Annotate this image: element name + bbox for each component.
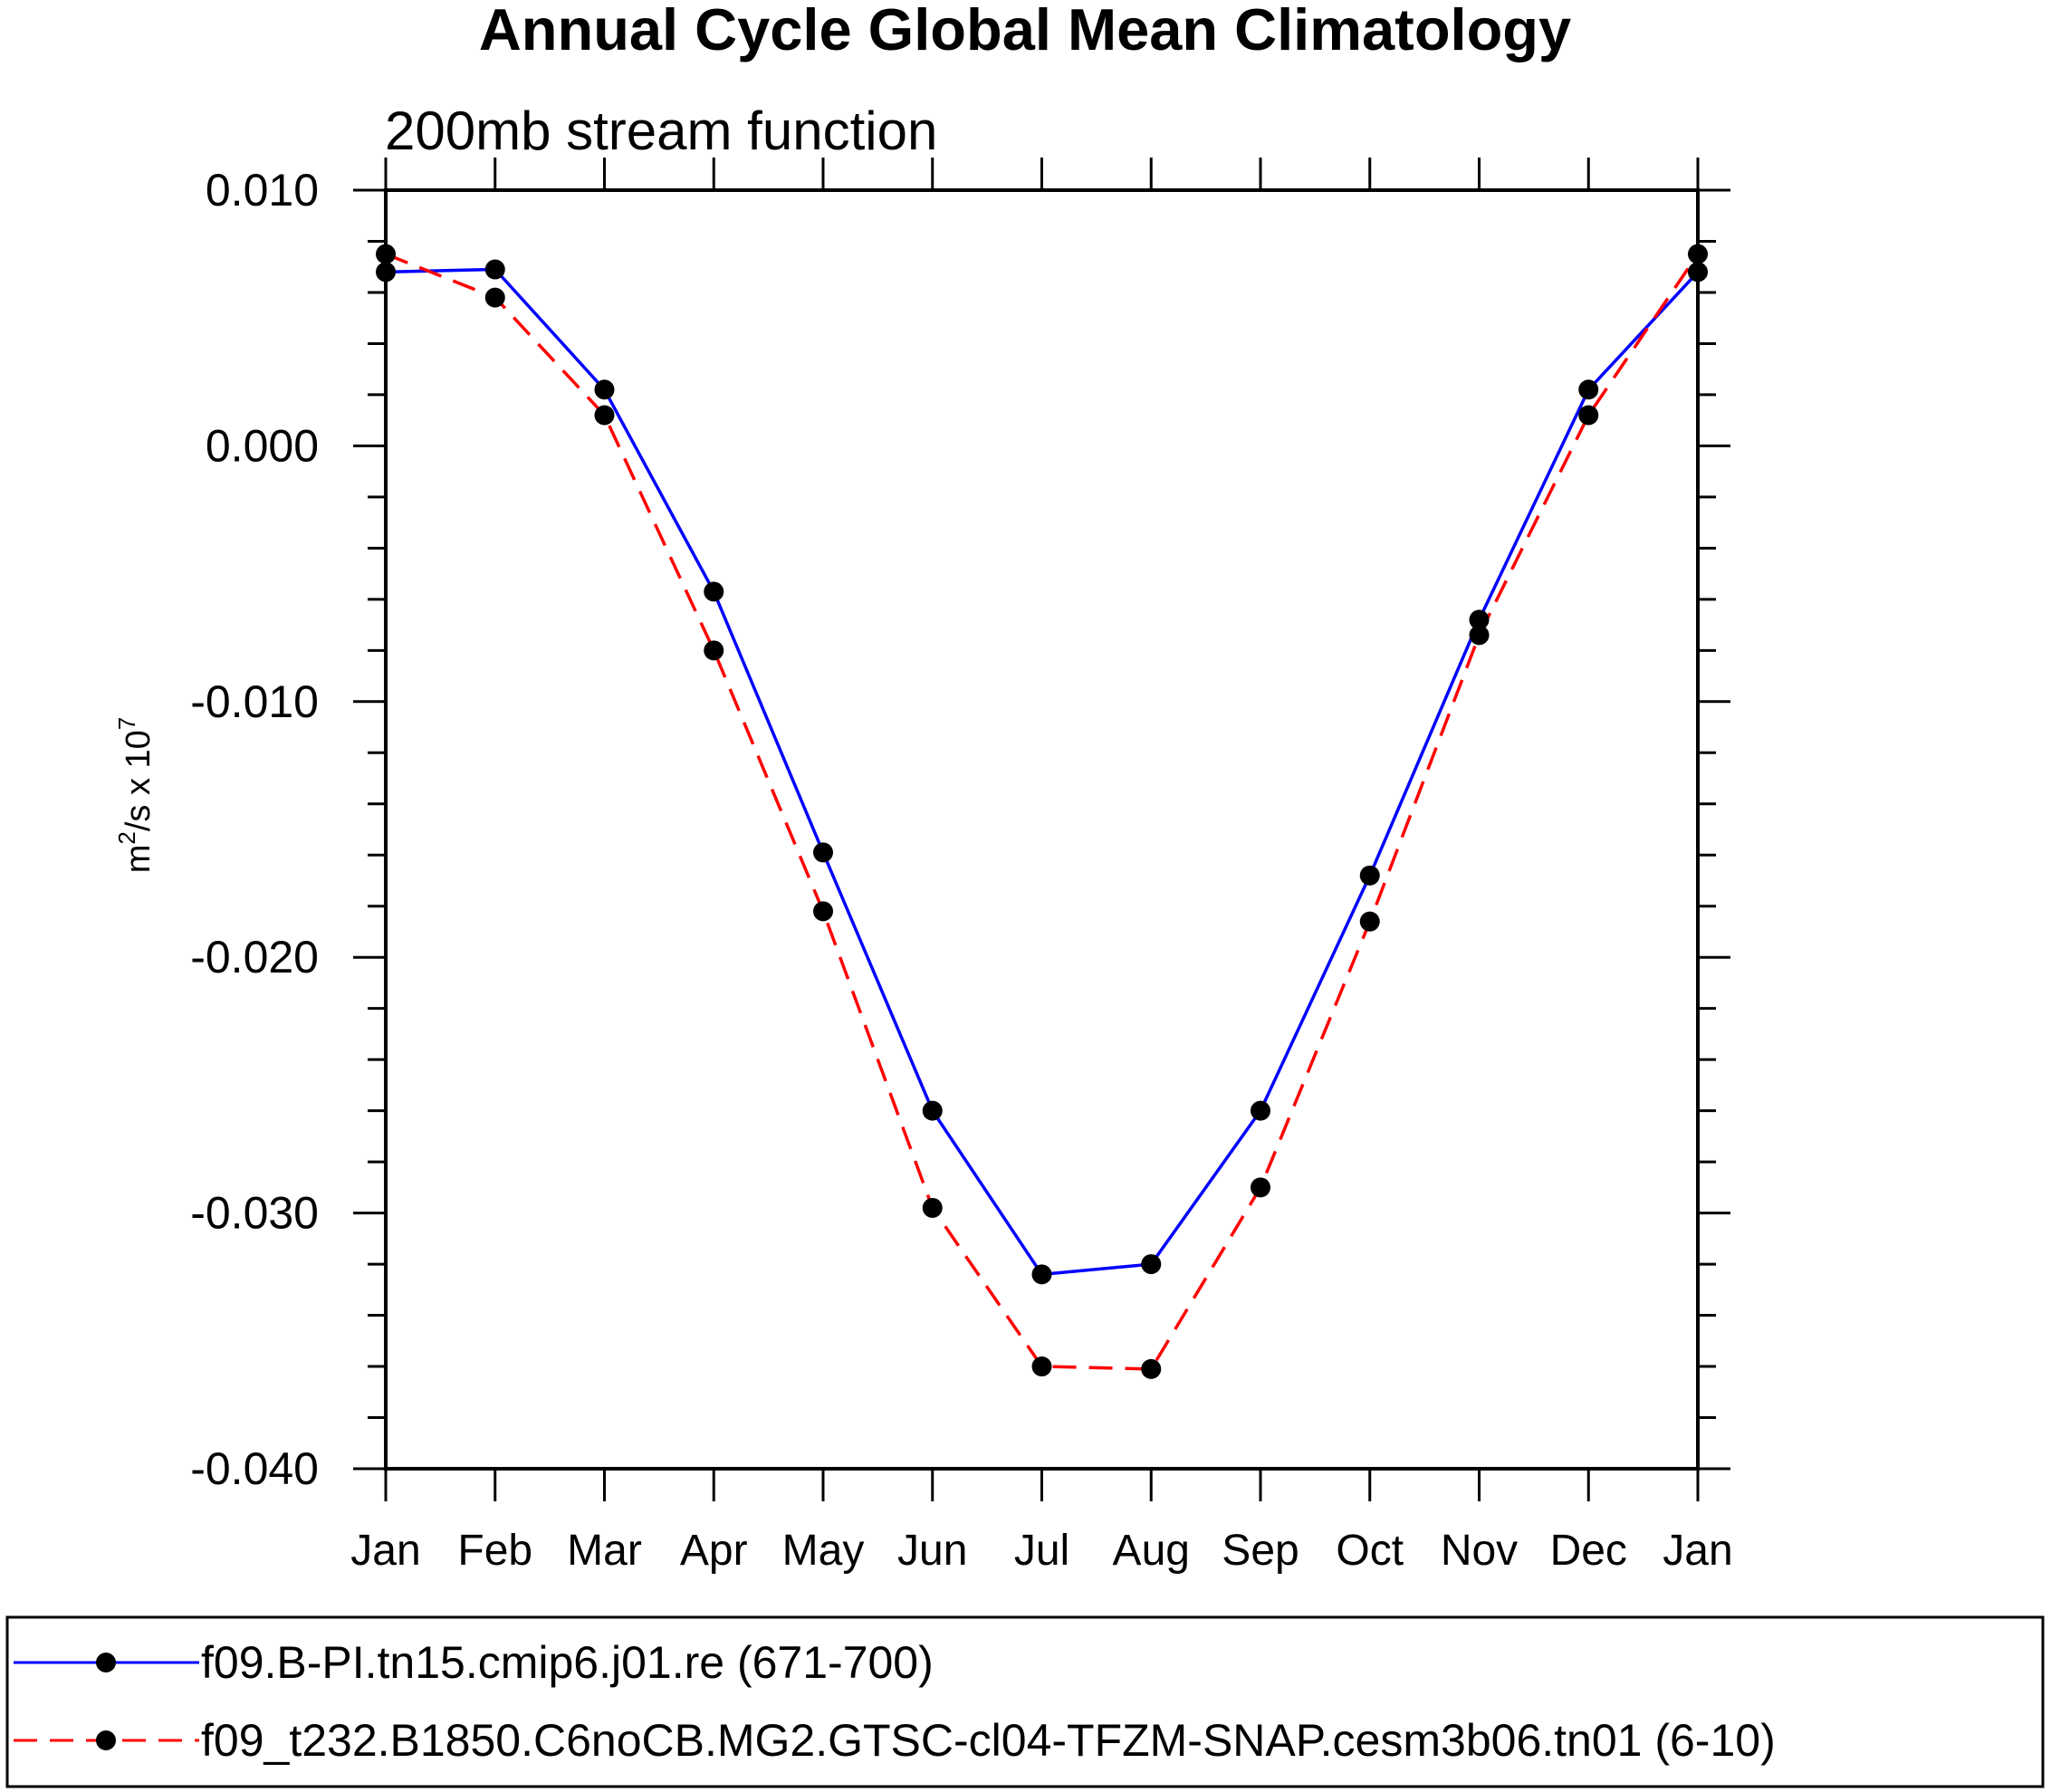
- y-axis-label: m2/s x 107: [113, 717, 158, 874]
- legend-label-2: f09_t232.B1850.C6noCB.MG2.GTSC-cl04-TFZM…: [201, 1715, 1776, 1766]
- legend-marker-2: [96, 1730, 116, 1750]
- x-tick-label: Aug: [1113, 1527, 1190, 1575]
- x-tick-label: Feb: [457, 1527, 532, 1575]
- y-tick-label: -0.020: [190, 932, 319, 982]
- data-point-series-2: [1578, 405, 1599, 426]
- y-tick-label: 0.010: [206, 165, 319, 216]
- series-layer: [376, 244, 1708, 1379]
- chart-subtitle: 200mb stream function: [385, 101, 937, 161]
- data-point-series-1: [922, 1100, 943, 1121]
- data-point-series-1: [1251, 1100, 1270, 1121]
- x-tick-label: Jul: [1014, 1527, 1069, 1575]
- y-tick-label: -0.030: [190, 1188, 319, 1239]
- series-line-2: [385, 252, 1700, 1371]
- data-point-series-2: [1688, 244, 1708, 264]
- data-point-series-1: [484, 259, 505, 280]
- series-line-1: [385, 267, 1700, 1277]
- data-point-series-2: [922, 1197, 943, 1218]
- data-point-series-2: [1251, 1177, 1270, 1198]
- legend-label-1: f09.B-PI.tn15.cmip6.j01.re (671-700): [201, 1637, 934, 1688]
- legend-marker-1: [96, 1653, 116, 1672]
- data-point-series-1: [704, 581, 724, 602]
- data-point-series-1: [376, 262, 396, 283]
- data-point-series-1: [1031, 1264, 1052, 1285]
- x-tick-label: Nov: [1441, 1527, 1518, 1575]
- data-point-series-2: [376, 244, 396, 264]
- data-point-series-1: [594, 379, 615, 400]
- data-point-series-2: [1359, 911, 1380, 932]
- data-point-series-2: [704, 640, 724, 661]
- data-point-series-1: [1469, 609, 1490, 630]
- data-point-series-1: [1688, 262, 1708, 283]
- data-point-series-1: [1141, 1254, 1162, 1275]
- data-point-series-2: [484, 287, 505, 308]
- data-point-series-1: [813, 842, 833, 863]
- data-point-series-2: [813, 901, 833, 922]
- x-tick-label: May: [782, 1527, 865, 1575]
- x-tick-label: Sep: [1222, 1527, 1299, 1575]
- data-point-series-2: [1469, 625, 1490, 646]
- data-point-series-2: [594, 405, 615, 426]
- x-tick-label: Dec: [1550, 1527, 1627, 1575]
- x-tick-label: Mar: [567, 1527, 642, 1575]
- x-tick-label: Jan: [350, 1527, 420, 1575]
- x-tick-label: Jan: [1663, 1527, 1732, 1575]
- x-tick-label: Apr: [680, 1527, 748, 1575]
- y-tick-label: -0.040: [190, 1443, 319, 1494]
- data-point-series-2: [1031, 1356, 1052, 1377]
- data-point-series-1: [1359, 865, 1380, 886]
- y-tick-label: 0.000: [206, 420, 319, 471]
- x-tick-label: Jun: [897, 1527, 967, 1575]
- y-tick-label: -0.010: [190, 676, 319, 727]
- data-point-series-1: [1578, 379, 1599, 400]
- legend-box: [5, 1615, 2045, 1788]
- axes-layer: 0.010 0.000 -0.010 -0.020 -0.030 -0.040 Jan Feb…: [190, 158, 1733, 1575]
- x-tick-label: Oct: [1336, 1527, 1404, 1575]
- data-point-series-2: [1141, 1358, 1162, 1379]
- chart-title: Annual Cycle Global Mean Climatology: [479, 0, 1571, 62]
